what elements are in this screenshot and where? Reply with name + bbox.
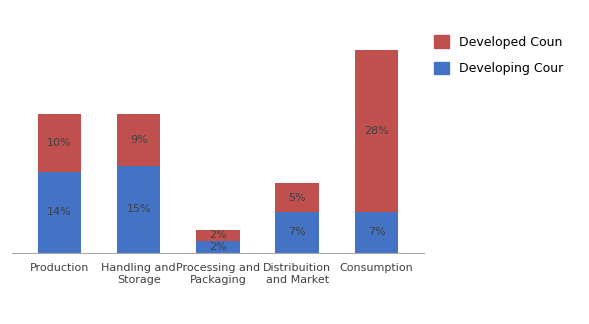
Text: 10%: 10% xyxy=(47,138,72,148)
Bar xyxy=(38,172,81,253)
Bar xyxy=(117,166,160,253)
Bar xyxy=(355,212,398,253)
Text: 5%: 5% xyxy=(289,193,306,203)
Text: 15%: 15% xyxy=(126,204,151,214)
Bar xyxy=(117,114,160,166)
Text: 7%: 7% xyxy=(368,227,385,237)
Text: 28%: 28% xyxy=(364,126,389,136)
Text: 2%: 2% xyxy=(209,230,227,240)
Bar xyxy=(276,212,319,253)
Bar xyxy=(276,183,319,212)
Text: 7%: 7% xyxy=(289,227,306,237)
Text: 9%: 9% xyxy=(130,135,147,145)
Bar xyxy=(196,230,240,241)
Legend: Developed Coun, Developing Cour: Developed Coun, Developing Cour xyxy=(435,35,564,75)
Bar xyxy=(196,241,240,253)
Text: 2%: 2% xyxy=(209,242,227,252)
Bar xyxy=(38,114,81,172)
Text: 14%: 14% xyxy=(47,207,72,217)
Bar xyxy=(355,50,398,212)
